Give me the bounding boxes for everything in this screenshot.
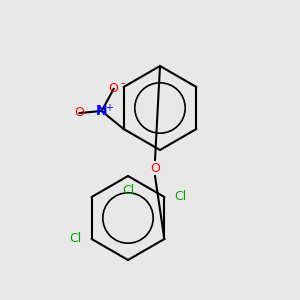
Text: Cl: Cl [70, 232, 82, 245]
Text: -: - [120, 77, 125, 91]
Text: O: O [150, 161, 160, 175]
Text: O: O [109, 82, 118, 95]
Text: +: + [105, 103, 112, 113]
Text: O: O [75, 106, 85, 119]
Text: N: N [96, 104, 107, 118]
Text: Cl: Cl [122, 184, 134, 196]
Text: Cl: Cl [174, 190, 187, 203]
